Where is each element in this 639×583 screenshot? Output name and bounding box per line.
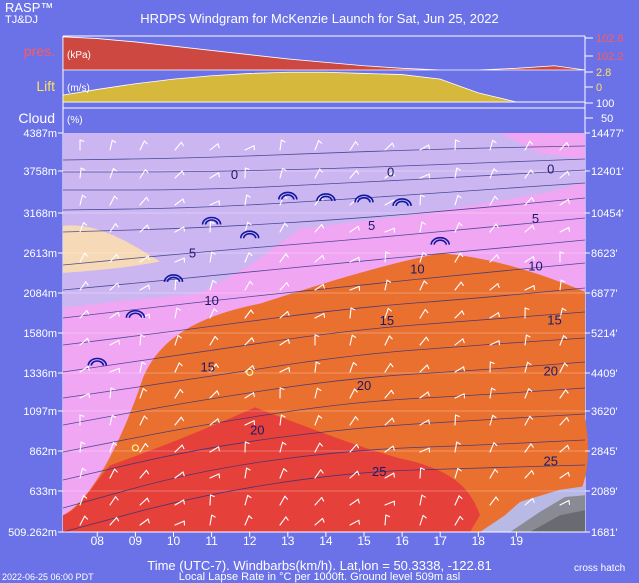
lift-area bbox=[63, 72, 516, 102]
y-tick-feet: 5214' bbox=[591, 328, 618, 340]
y-tick-feet: 4409' bbox=[591, 368, 618, 380]
contour-label: 0 bbox=[547, 162, 554, 177]
wind-barb-flag bbox=[184, 227, 185, 231]
y-tick-feet: 3620' bbox=[591, 406, 618, 418]
cloud-scale-mid: 50 bbox=[601, 113, 613, 125]
cloud-unit-note: (%) bbox=[67, 115, 83, 126]
contour-label: 0 bbox=[387, 165, 394, 180]
lift-panel-label: Lift bbox=[36, 78, 55, 94]
contour-label: 15 bbox=[547, 312, 561, 327]
wind-barb-flag bbox=[569, 500, 570, 504]
contour-label: 10 bbox=[528, 259, 542, 274]
wind-barb-flag bbox=[429, 420, 430, 424]
contour-label: 10 bbox=[204, 293, 218, 308]
wind-barb-flag bbox=[324, 313, 325, 317]
y-tick-feet: 10454' bbox=[591, 208, 624, 220]
contour-label: 15 bbox=[380, 313, 394, 328]
footer-line-cut: Local Lapse Rate in °C per 1000ft. Groun… bbox=[0, 572, 639, 583]
contour-label: 15 bbox=[201, 360, 215, 375]
contour-label: 0 bbox=[231, 167, 238, 182]
lift-unit-note: (m/s) bbox=[67, 83, 90, 94]
pressure-scale-min: 102.2 bbox=[596, 51, 624, 63]
x-tick-label: 08 bbox=[91, 534, 105, 548]
y-tick-feet: 12401' bbox=[591, 166, 624, 178]
cloud-panel-label: Cloud bbox=[18, 110, 55, 126]
wind-barb-flag bbox=[89, 393, 90, 397]
x-tick-label: 15 bbox=[357, 534, 371, 548]
pressure-area bbox=[63, 37, 585, 70]
x-tick-label: 12 bbox=[243, 534, 257, 548]
y-tick-meters: 1336m bbox=[23, 368, 57, 380]
y-tick-meters: 2613m bbox=[23, 248, 57, 260]
contour-label: 25 bbox=[372, 464, 386, 479]
pressure-scale-max: 102.6 bbox=[596, 33, 624, 45]
x-tick-label: 16 bbox=[395, 534, 409, 548]
y-tick-meters: 1580m bbox=[23, 328, 57, 340]
contour-label: 5 bbox=[189, 245, 196, 260]
lift-scale-max: 2.8 bbox=[596, 67, 611, 79]
wind-barb-flag bbox=[184, 500, 185, 504]
contour-label: 25 bbox=[543, 453, 557, 468]
pressure-unit-note: (kPa) bbox=[67, 50, 91, 61]
y-tick-meters: 509.262m bbox=[8, 527, 57, 539]
wind-barb-staff bbox=[175, 280, 176, 290]
x-tick-label: 09 bbox=[129, 534, 143, 548]
wind-barb-flag bbox=[359, 520, 360, 524]
y-tick-meters: 1097m bbox=[23, 406, 57, 418]
y-tick-meters: 3758m bbox=[23, 166, 57, 178]
y-tick-meters: 4387m bbox=[23, 128, 57, 140]
y-tick-feet: 6877' bbox=[591, 288, 618, 300]
contour-label: 10 bbox=[410, 261, 424, 276]
y-tick-meters: 633m bbox=[29, 486, 57, 498]
y-tick-feet: 2089' bbox=[591, 486, 618, 498]
cloud-scale-max: 100 bbox=[596, 98, 614, 110]
wind-barb-staff bbox=[210, 495, 211, 505]
x-tick-label: 11 bbox=[205, 534, 218, 548]
footer-timestamp-cut: 2022-06-25 06:00 PDT bbox=[2, 573, 94, 582]
contour-label: 20 bbox=[357, 378, 371, 393]
x-tick-label: 18 bbox=[472, 534, 486, 548]
x-tick-label: 13 bbox=[281, 534, 295, 548]
wind-barb-flag bbox=[429, 145, 430, 149]
wind-barb-staff bbox=[420, 468, 421, 478]
x-tick-label: 19 bbox=[510, 534, 524, 548]
wind-barb-staff bbox=[420, 195, 421, 205]
lift-scale-min: 0 bbox=[596, 82, 602, 94]
x-tick-label: 14 bbox=[319, 534, 333, 548]
contour-label: 20 bbox=[250, 422, 264, 437]
wind-barb-staff bbox=[455, 140, 456, 150]
y-tick-meters: 862m bbox=[29, 446, 57, 458]
contour-label: 20 bbox=[543, 364, 557, 379]
contour-label: 5 bbox=[532, 211, 539, 226]
y-tick-feet: 14477' bbox=[591, 128, 624, 140]
y-tick-feet: 8623' bbox=[591, 248, 618, 260]
x-tick-label: 10 bbox=[167, 534, 181, 548]
wind-barb-flag bbox=[149, 285, 150, 289]
wind-barb-flag bbox=[394, 473, 395, 477]
y-tick-feet: 1681' bbox=[591, 527, 618, 539]
wind-barb-flag bbox=[119, 340, 120, 344]
y-tick-meters: 3168m bbox=[23, 208, 57, 220]
wind-barb-staff bbox=[210, 222, 211, 232]
wind-barb-flag bbox=[569, 227, 570, 231]
contour-label: 5 bbox=[368, 218, 375, 233]
x-tick-label: 17 bbox=[434, 534, 448, 548]
wind-barb-flag bbox=[359, 257, 360, 261]
y-tick-feet: 2845' bbox=[591, 446, 618, 458]
wind-barb-staff bbox=[455, 415, 456, 425]
y-tick-meters: 2084m bbox=[23, 288, 57, 300]
pressure-panel-label: pres. bbox=[24, 43, 55, 59]
